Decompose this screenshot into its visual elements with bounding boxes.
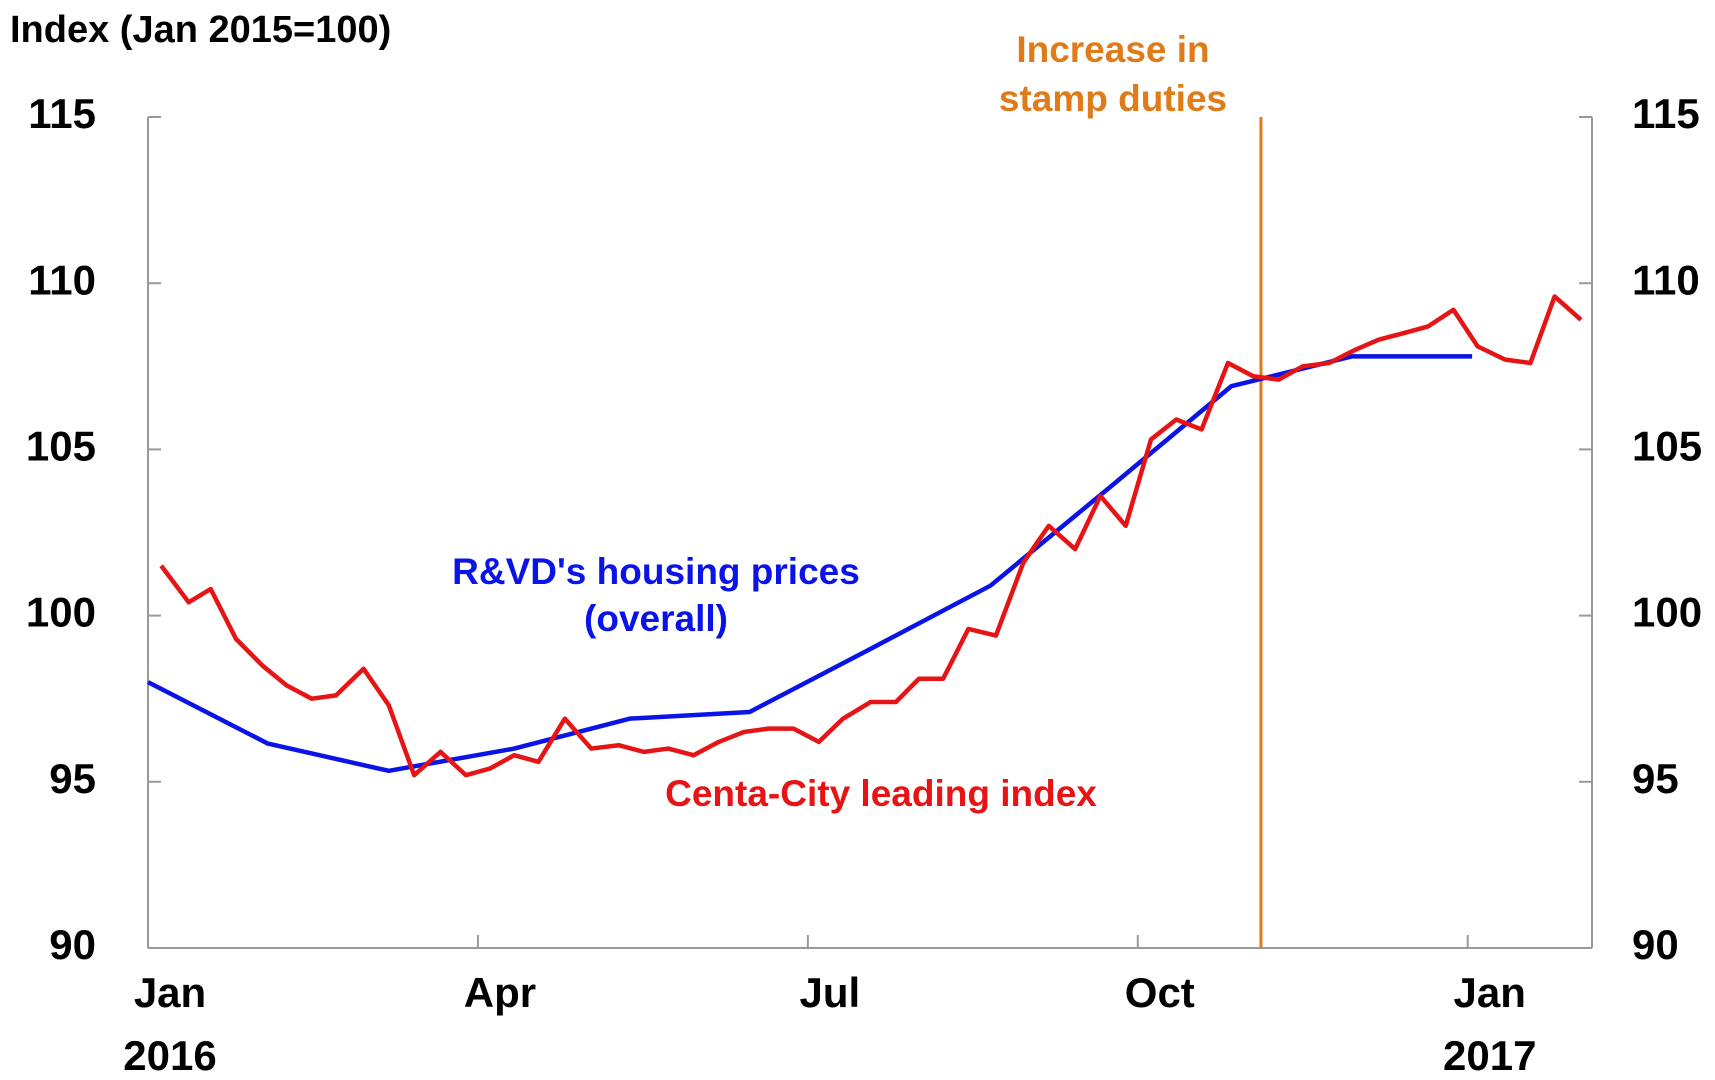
y-tick-label: 110 — [28, 256, 96, 303]
y2-tick-label: 95 — [1632, 755, 1679, 802]
y-axis-title: Index (Jan 2015=100) — [10, 9, 391, 51]
x-tick-label: Jan 2016 — [123, 969, 216, 1079]
y-tick-label: 95 — [49, 755, 96, 802]
y-tick-label: 90 — [49, 921, 96, 968]
y2-tick-label: 110 — [1632, 256, 1700, 303]
y-tick-label: 115 — [28, 90, 96, 137]
series-line — [146, 354, 1473, 774]
y2-tick-label: 90 — [1632, 921, 1679, 968]
x-tick-label: Oct — [1125, 969, 1195, 1016]
y2-tick-label: 100 — [1632, 589, 1702, 636]
x-tick-label: Apr — [464, 969, 536, 1016]
series-line — [159, 294, 1583, 778]
y2-tick-label: 105 — [1632, 422, 1702, 469]
y-tick-label: 105 — [26, 422, 96, 469]
x-tick-label: Jul — [800, 969, 861, 1016]
x-tick-label: Jan 2017 — [1443, 969, 1536, 1079]
y-tick-label: 100 — [26, 589, 96, 636]
event-label: Increase in stamp duties — [999, 29, 1227, 119]
y2-tick-label: 115 — [1632, 90, 1700, 137]
series-label: R&VD's housing prices (overall) — [452, 551, 860, 639]
series-label: Centa-City leading index — [665, 773, 1097, 814]
